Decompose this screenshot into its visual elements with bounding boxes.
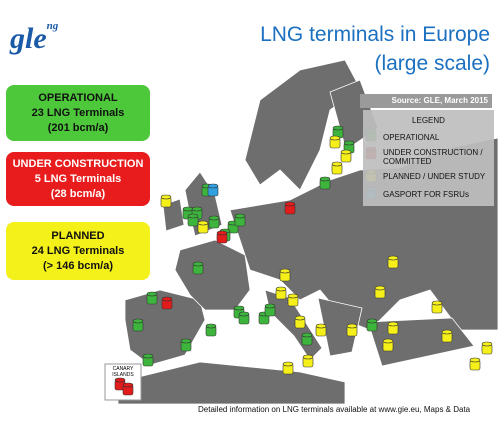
source: Source: GLE, March 2015 bbox=[360, 94, 492, 108]
terminal-marker-top bbox=[182, 206, 194, 212]
terminal-marker-top bbox=[481, 341, 493, 347]
terminal-marker-top bbox=[302, 354, 314, 360]
terminal-marker-top bbox=[180, 338, 192, 344]
terminal-marker-top bbox=[132, 318, 144, 324]
terminal-marker-top bbox=[216, 230, 228, 236]
summary-status: OPERATIONAL bbox=[38, 91, 118, 104]
title-line: LNG terminals in Europe bbox=[260, 23, 490, 46]
terminal-marker-top bbox=[284, 201, 296, 207]
terminal-marker-top bbox=[122, 382, 134, 388]
terminal-marker-top bbox=[332, 125, 344, 131]
terminal-marker-top bbox=[160, 194, 172, 200]
terminal-marker-top bbox=[441, 329, 453, 335]
terminal-marker-top bbox=[387, 321, 399, 327]
summary-status: UNDER CONSTRUCTION bbox=[12, 157, 144, 170]
summary-capacity: (201 bcm/a) bbox=[47, 121, 109, 134]
terminal-marker-top bbox=[142, 353, 154, 359]
terminal-marker-top bbox=[238, 311, 250, 317]
terminal-marker-top bbox=[343, 140, 355, 146]
inset-label: CANARY ISLANDS bbox=[112, 366, 134, 378]
terminal-marker-top bbox=[431, 300, 443, 306]
terminal-marker-top bbox=[207, 183, 219, 189]
terminal-marker-top bbox=[234, 213, 246, 219]
terminal-marker-top bbox=[287, 293, 299, 299]
terminal-marker-top bbox=[469, 357, 481, 363]
terminal-marker-top bbox=[264, 303, 276, 309]
terminal-marker-top bbox=[374, 285, 386, 291]
legend-item: UNDER CONSTRUCTION / COMMITTED bbox=[383, 148, 483, 166]
terminal-marker-top bbox=[192, 261, 204, 267]
legend-item: PLANNED / UNDER STUDY bbox=[383, 172, 486, 181]
terminal-marker-top bbox=[301, 332, 313, 338]
terminal-marker-top bbox=[366, 318, 378, 324]
terminal-marker-top bbox=[275, 286, 287, 292]
terminal-marker-top bbox=[294, 315, 306, 321]
terminal-marker-top bbox=[282, 361, 294, 367]
legend: LEGEND OPERATIONAL UNDER CONSTRUCTION / … bbox=[363, 110, 494, 206]
terminal-marker-top bbox=[205, 323, 217, 329]
logo-text: gle bbox=[10, 22, 47, 55]
terminal-marker-top bbox=[146, 291, 158, 297]
summary-box: UNDER CONSTRUCTION 5 LNG Terminals (28 b… bbox=[6, 152, 150, 206]
terminal-marker-top bbox=[233, 305, 245, 311]
terminal-marker-top bbox=[161, 296, 173, 302]
summary-box: OPERATIONAL 23 LNG Terminals (201 bcm/a) bbox=[6, 85, 150, 141]
terminal-marker-top bbox=[319, 176, 331, 182]
terminal-marker-top bbox=[197, 220, 209, 226]
summary-count: 24 LNG Terminals bbox=[31, 244, 125, 257]
logo-superscript: ng bbox=[46, 20, 59, 32]
logo: gleng bbox=[10, 20, 59, 56]
footer: Detailed information on LNG terminals av… bbox=[198, 405, 471, 414]
terminal-marker-top bbox=[331, 161, 343, 167]
legend-item: GASPORT FOR FSRUs bbox=[383, 190, 469, 199]
summary-status: PLANNED bbox=[51, 229, 105, 242]
legend-title: LEGEND bbox=[412, 116, 445, 125]
legend-item: OPERATIONAL bbox=[383, 133, 440, 142]
terminal-marker-top bbox=[315, 323, 327, 329]
terminal-marker-top bbox=[279, 268, 291, 274]
terminal-marker-top bbox=[340, 149, 352, 155]
summary-count: 23 LNG Terminals bbox=[31, 106, 125, 119]
terminal-marker-top bbox=[346, 323, 358, 329]
terminal-marker-top bbox=[191, 206, 203, 212]
terminal-marker-top bbox=[114, 377, 126, 383]
terminal-marker-top bbox=[208, 215, 220, 221]
title-line: (large scale) bbox=[374, 52, 490, 75]
terminal-marker-top bbox=[329, 135, 341, 141]
terminal-marker-top bbox=[187, 213, 199, 219]
summary-capacity: (28 bcm/a) bbox=[50, 187, 106, 200]
title: LNG terminals in Europe (large scale) bbox=[260, 20, 490, 78]
terminal-marker-top bbox=[382, 338, 394, 344]
summary-capacity: (> 146 bcm/a) bbox=[42, 259, 113, 272]
summary-box: PLANNED 24 LNG Terminals (> 146 bcm/a) bbox=[6, 222, 150, 280]
terminal-marker-top bbox=[387, 255, 399, 261]
summary-count: 5 LNG Terminals bbox=[34, 172, 122, 185]
